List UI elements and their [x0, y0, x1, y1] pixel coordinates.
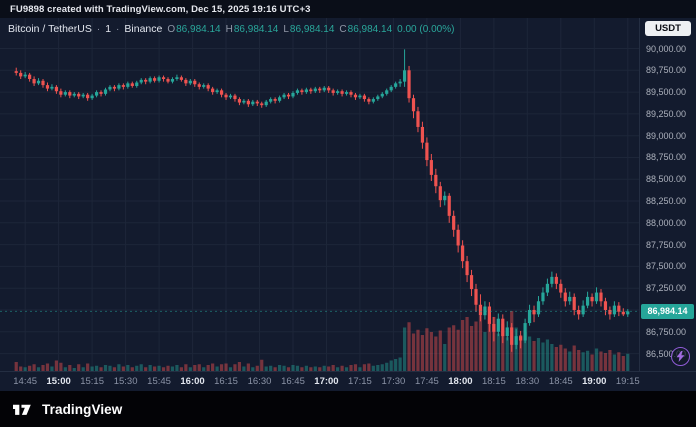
time-axis-label: 19:00: [582, 376, 607, 387]
time-axis-label: 18:00: [448, 376, 473, 387]
price-axis-label: 88,750.00: [646, 152, 687, 163]
price-axis-label: 88,250.00: [646, 196, 687, 207]
candle-layer: [14, 49, 630, 352]
price-axis-label: 89,750.00: [646, 65, 687, 76]
low-value: 86,984.14: [289, 23, 335, 35]
price-axis-label: 88,500.00: [646, 174, 687, 185]
candlestick-chart[interactable]: [0, 18, 639, 371]
price-axis-label: 89,250.00: [646, 108, 687, 119]
price-axis-label: 87,750.00: [646, 239, 687, 250]
time-axis-label: 14:45: [13, 376, 38, 387]
time-axis-label: 19:15: [615, 376, 640, 387]
exchange-name: Binance: [124, 23, 163, 35]
time-axis-label: 15:00: [46, 376, 71, 387]
footer-bar: TradingView: [0, 391, 696, 427]
time-axis[interactable]: 14:45 15:00 15:15 15:30 15:45 16:00 16:15 16:30…: [0, 371, 696, 391]
time-axis-label: 16:00: [180, 376, 205, 387]
time-axis-label: 16:15: [214, 376, 238, 387]
change-value: 0.00 (0.00%): [397, 23, 455, 35]
price-axis-label: 87,500.00: [646, 261, 687, 272]
symbol-title[interactable]: Bitcoin / TetherUS: [8, 23, 92, 35]
currency-button[interactable]: USDT: [645, 21, 691, 36]
price-axis-label: 89,500.00: [646, 87, 687, 98]
separator: ·: [116, 23, 120, 35]
symbol-legend: Bitcoin / TetherUS · 1 · Binance O 86,984…: [8, 23, 454, 35]
high-value: 86,984.14: [233, 23, 279, 35]
open-label: O: [167, 23, 176, 35]
lightning-icon: [676, 351, 685, 362]
high-label: H: [225, 23, 233, 35]
chart-area: Bitcoin / TetherUS · 1 · Binance O 86,984…: [0, 18, 696, 391]
time-axis-label: 18:45: [548, 376, 573, 387]
close-value: 86,984.14: [347, 23, 393, 35]
volume-layer: [14, 311, 630, 371]
separator: ·: [96, 23, 101, 35]
attribution-text: FU9898 created with TradingView.com, Dec…: [10, 3, 311, 15]
time-axis-label: 15:30: [113, 376, 138, 387]
price-axis-label: 90,000.00: [646, 43, 687, 54]
time-axis-label: 17:15: [348, 376, 372, 387]
price-axis-label: 87,250.00: [646, 283, 687, 294]
time-axis-label: 16:45: [281, 376, 305, 387]
top-attribution-bar: FU9898 created with TradingView.com, Dec…: [0, 0, 696, 18]
current-price-badge: 86,984.14: [641, 303, 694, 319]
time-axis-label: 16:30: [247, 376, 272, 387]
time-axis-label: 17:00: [314, 376, 339, 387]
close-label: C: [339, 23, 347, 35]
tradingview-brand-text[interactable]: TradingView: [42, 401, 123, 417]
time-axis-label: 15:45: [147, 376, 171, 387]
time-axis-label: 18:30: [515, 376, 540, 387]
time-axis-label: 15:15: [80, 376, 104, 387]
price-axis-label: 86,500.00: [646, 348, 687, 359]
price-axis[interactable]: 86,984.14 90,000.00 89,750.00 89,500.00 89,…: [639, 18, 696, 371]
time-axis-label: 18:15: [481, 376, 506, 387]
boost-button[interactable]: [671, 347, 690, 366]
low-label: L: [283, 23, 289, 35]
time-axis-label: 17:30: [381, 376, 406, 387]
open-value: 86,984.14: [176, 23, 221, 35]
price-axis-label: 89,000.00: [646, 130, 687, 141]
price-axis-label: 88,000.00: [646, 217, 687, 228]
interval-value[interactable]: 1: [105, 23, 112, 35]
tradingview-logo-icon[interactable]: [13, 402, 35, 416]
time-axis-label: 17:45: [415, 376, 439, 387]
grid-layer: [0, 18, 639, 371]
price-axis-label: 86,750.00: [646, 326, 687, 337]
